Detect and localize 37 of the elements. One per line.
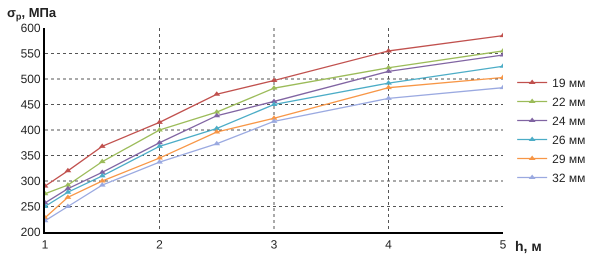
point <box>156 140 163 144</box>
legend-label: 26 мм <box>552 133 586 148</box>
y-tick-label: 300 <box>20 174 41 188</box>
legend-label: 24 мм <box>552 114 586 128</box>
y-tick-label: 250 <box>20 200 41 214</box>
point <box>270 85 278 90</box>
point <box>385 95 392 100</box>
y-tick-label: 450 <box>20 98 41 112</box>
x-axis-title: h, м <box>515 238 542 254</box>
x-tick-label: 5 <box>500 237 507 252</box>
y-tick-label: 400 <box>20 123 41 138</box>
legend-label: 32 мм <box>552 171 586 186</box>
point <box>270 98 278 103</box>
point <box>385 48 392 52</box>
point <box>385 80 392 85</box>
point <box>385 84 392 90</box>
x-tick-label: 4 <box>385 237 392 252</box>
x-tick-label: 2 <box>156 237 164 252</box>
y-tick-label: 600 <box>20 21 41 36</box>
y-axis-title: σ$_{р}$, МПа <box>7 5 57 22</box>
y-tick-label: 350 <box>20 148 41 163</box>
point <box>270 118 278 123</box>
legend-label: 29 мм <box>552 152 586 166</box>
point <box>156 159 163 164</box>
point <box>270 78 278 82</box>
legend-label: 19 мм <box>552 76 586 90</box>
point <box>156 119 163 124</box>
y-tick-label: 550 <box>20 46 41 61</box>
legend-label: 22 мм <box>552 95 586 110</box>
point <box>156 155 163 160</box>
x-tick-label: 3 <box>270 237 278 252</box>
y-tick-label: 500 <box>20 72 41 86</box>
point <box>156 143 163 148</box>
point <box>385 64 392 70</box>
y-tick-label: 200 <box>20 225 41 240</box>
point <box>385 68 392 73</box>
x-tick-label: 1 <box>42 237 49 252</box>
